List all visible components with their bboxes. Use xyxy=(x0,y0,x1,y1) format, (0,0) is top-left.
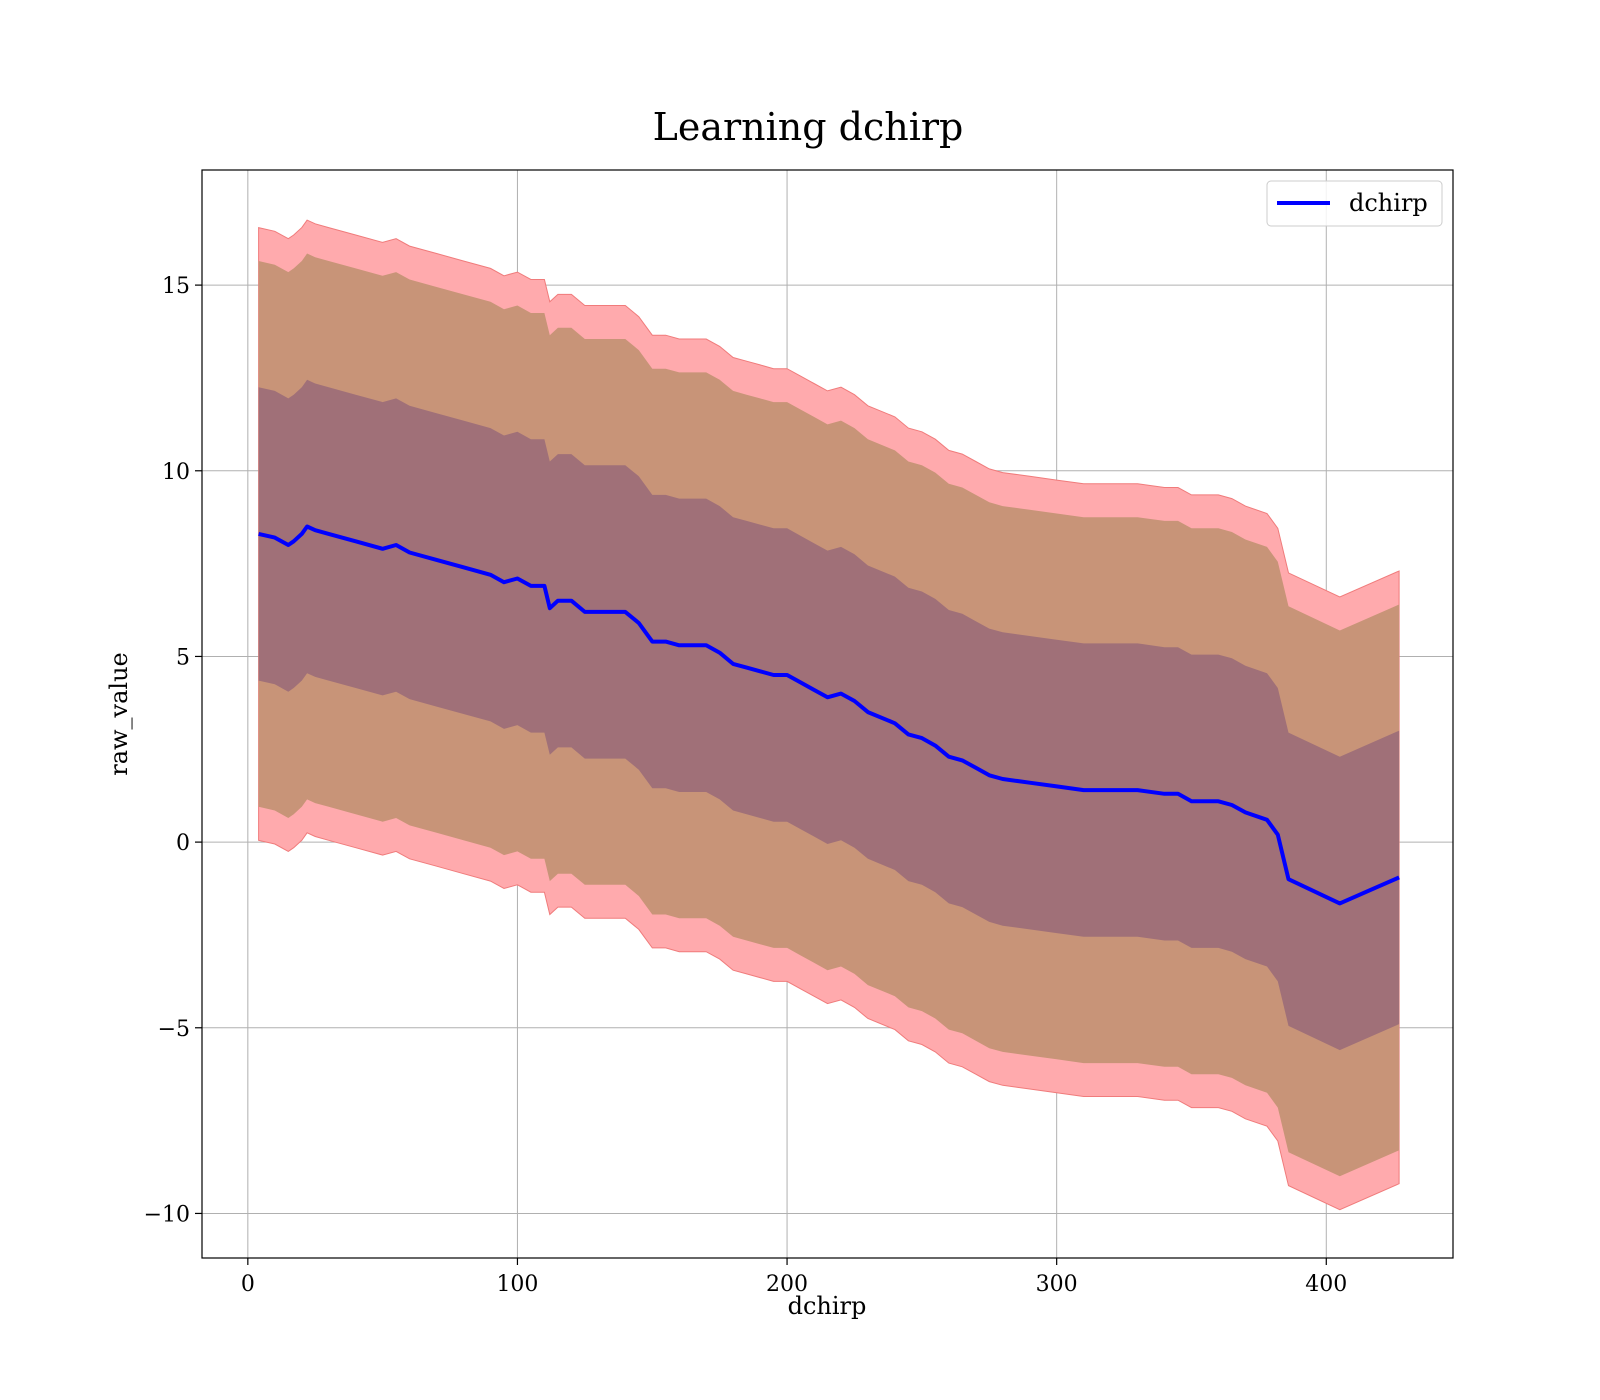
x-axis-ticks: 0 100 200 300 400 xyxy=(241,1258,1347,1297)
y-tick-label: 0 xyxy=(176,831,190,856)
legend: dchirp xyxy=(1266,180,1443,227)
x-tick-label: 300 xyxy=(1036,1272,1078,1297)
x-tick-label: 400 xyxy=(1305,1272,1347,1297)
legend-box xyxy=(1266,180,1443,227)
y-axis-label: raw_value xyxy=(105,652,133,776)
x-tick-label: 0 xyxy=(241,1272,255,1297)
plot-frame xyxy=(201,169,1454,1259)
band-inner xyxy=(258,379,1400,1051)
chart-title: Learning dchirp xyxy=(653,105,964,149)
y-tick-label: −10 xyxy=(144,1202,190,1227)
y-tick-label: 15 xyxy=(162,274,190,299)
x-tick-label: 100 xyxy=(496,1272,538,1297)
series-line-dchirp xyxy=(258,524,1400,906)
y-tick-label: 10 xyxy=(162,460,190,485)
legend-label-dchirp: dchirp xyxy=(1349,189,1428,217)
y-tick-label: 5 xyxy=(176,645,190,670)
x-axis-label: dchirp xyxy=(788,1292,867,1320)
y-axis-ticks: −10 −5 0 5 10 15 xyxy=(144,274,202,1227)
x-tick-label: 200 xyxy=(766,1272,808,1297)
y-tick-label: −5 xyxy=(158,1017,190,1042)
